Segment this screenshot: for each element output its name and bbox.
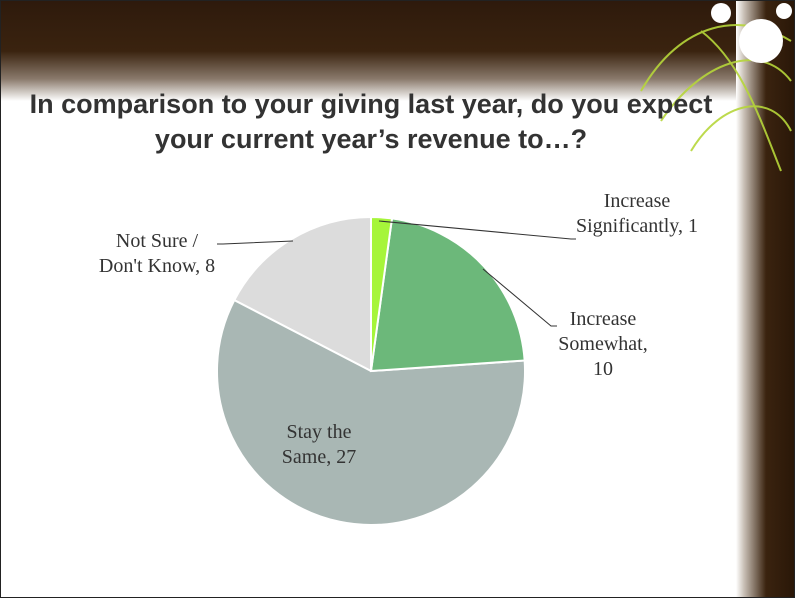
pie-slice — [216, 298, 526, 526]
category-label: Increase Significantly — [575, 190, 679, 237]
value-label: , 10 — [593, 333, 648, 380]
bubble — [776, 3, 792, 19]
category-label: Not Sure / Don't Know — [98, 230, 199, 277]
pie-slice — [232, 215, 372, 373]
category-label: Stay the Same — [281, 421, 352, 468]
data-label: Increase Significantly, 1 — [567, 189, 707, 239]
value-label: , 8 — [195, 255, 216, 277]
leader-line — [378, 220, 576, 240]
value-label: , 27 — [326, 446, 357, 468]
data-label: Stay the Same, 27 — [269, 420, 369, 470]
pie-slice — [369, 217, 526, 373]
leader-lines — [217, 220, 576, 327]
chart-title: In comparison to your giving last year, … — [29, 89, 713, 154]
data-label: Not Sure / Don't Know, 8 — [96, 229, 218, 279]
bubble — [739, 19, 783, 63]
category-label: Increase Somewhat — [558, 308, 643, 355]
pie-slice — [370, 215, 394, 372]
leader-line — [482, 268, 557, 327]
bubble — [711, 3, 731, 23]
data-label: Increase Somewhat, 10 — [549, 307, 657, 382]
leader-line — [217, 240, 294, 245]
value-label: , 1 — [678, 215, 699, 237]
side-strip — [736, 1, 794, 597]
